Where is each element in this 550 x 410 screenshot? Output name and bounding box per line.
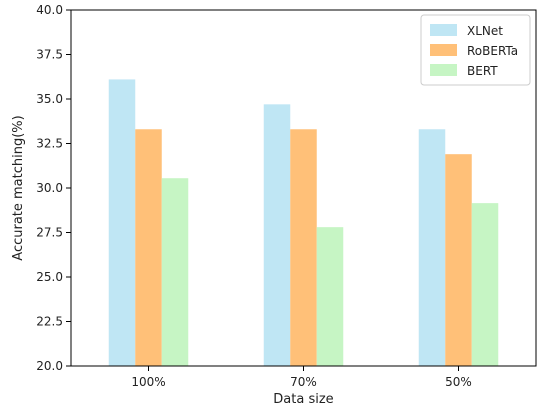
legend-swatch-bert xyxy=(430,64,457,76)
legend-swatch-roberta xyxy=(430,44,457,56)
bar-roberta-1 xyxy=(290,129,317,366)
y-tick-label: 40.0 xyxy=(36,3,63,17)
y-axis-label: Accurate matching(%) xyxy=(11,115,26,260)
y-tick-label: 22.5 xyxy=(36,315,63,329)
bar-roberta-2 xyxy=(445,154,472,366)
x-tick-label: 100% xyxy=(131,375,165,389)
y-tick-label: 32.5 xyxy=(36,137,63,151)
legend-label-roberta: RoBERTa xyxy=(467,44,518,58)
bars-layer xyxy=(108,79,499,367)
bar-xlnet-0 xyxy=(108,79,136,367)
y-tick-label: 35.0 xyxy=(36,92,63,106)
bar-xlnet-1 xyxy=(263,104,291,366)
y-tick-label: 20.0 xyxy=(36,359,63,373)
bar-bert-0 xyxy=(161,178,189,366)
x-tick-label: 50% xyxy=(445,375,472,389)
y-tick-label: 37.5 xyxy=(36,48,63,62)
x-tick-label: 70% xyxy=(290,375,317,389)
legend-label-xlnet: XLNet xyxy=(467,24,503,38)
x-axis-label: Data size xyxy=(273,392,333,407)
y-tick-label: 25.0 xyxy=(36,270,63,284)
bar-xlnet-2 xyxy=(418,129,446,366)
legend-label-bert: BERT xyxy=(467,64,498,78)
legend: XLNet RoBERTa BERT xyxy=(420,14,531,86)
bar-bert-1 xyxy=(316,227,344,366)
bar-roberta-0 xyxy=(135,129,162,366)
y-tick-label: 30.0 xyxy=(36,181,63,195)
y-axis: 20.0 22.5 25.0 27.5 30.0 32.5 35.0 37.5 40.0 xyxy=(36,3,71,373)
y-tick-label: 27.5 xyxy=(36,226,63,240)
bar-bert-2 xyxy=(471,203,499,366)
legend-swatch-xlnet xyxy=(430,24,457,36)
x-axis: 100% 70% 50% xyxy=(131,366,472,389)
